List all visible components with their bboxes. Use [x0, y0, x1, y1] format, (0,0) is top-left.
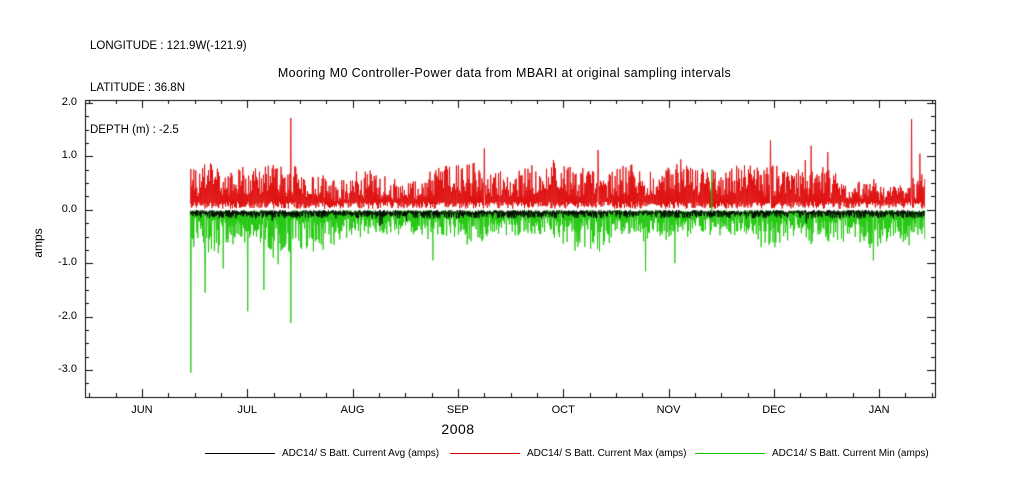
x-tick-label: OCT	[551, 404, 575, 416]
legend-label-min: ADC14/ S Batt. Current Min (amps)	[772, 448, 929, 459]
x-axis-year-label: 2008	[441, 421, 475, 437]
x-tick-label: AUG	[340, 404, 365, 416]
x-tick-label: SEP	[446, 404, 469, 416]
legend-label-max: ADC14/ S Batt. Current Max (amps)	[527, 448, 687, 459]
y-tick-label: 1.0	[61, 149, 77, 162]
y-tick-label: 0.0	[61, 202, 77, 215]
legend: ADC14/ S Batt. Current Avg (amps) ADC14/…	[0, 448, 1009, 464]
y-tick-label: -1.0	[58, 256, 77, 269]
x-tick-label: JUL	[237, 404, 258, 416]
max-line-swatch	[450, 453, 520, 454]
legend-item-avg: ADC14/ S Batt. Current Avg (amps)	[205, 448, 439, 459]
legend-item-max: ADC14/ S Batt. Current Max (amps)	[450, 448, 687, 459]
x-tick-label: DEC	[762, 404, 786, 416]
y-tick-label: -2.0	[58, 309, 77, 322]
y-tick-label: -3.0	[58, 363, 77, 375]
avg-line-swatch	[205, 453, 275, 454]
legend-item-min: ADC14/ S Batt. Current Min (amps)	[695, 448, 929, 459]
x-tick-label: JAN	[868, 404, 890, 416]
x-tick-label: JUN	[131, 404, 153, 416]
x-tick-label: NOV	[656, 404, 681, 416]
legend-label-avg: ADC14/ S Batt. Current Avg (amps)	[282, 448, 440, 459]
min-line-swatch	[695, 453, 765, 454]
y-tick-label: 2.0	[61, 96, 77, 108]
